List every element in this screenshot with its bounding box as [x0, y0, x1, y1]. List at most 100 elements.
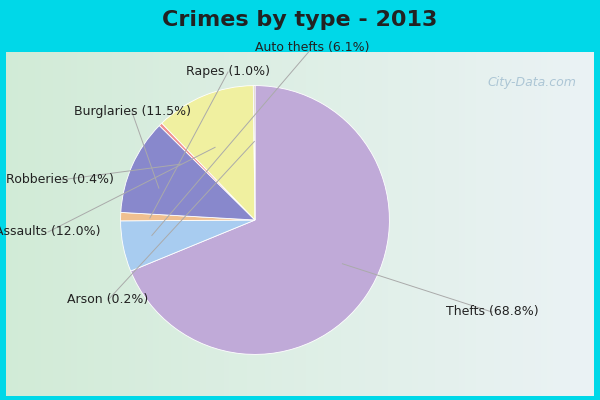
Text: Robberies (0.4%): Robberies (0.4%) [6, 174, 114, 186]
Bar [365, 52, 371, 396]
Bar [265, 52, 271, 396]
Bar [323, 52, 329, 396]
Bar [47, 52, 53, 396]
Bar [277, 52, 283, 396]
Bar [23, 52, 29, 396]
Bar [453, 52, 459, 396]
Wedge shape [253, 86, 255, 220]
Bar [441, 52, 447, 396]
Text: Rapes (1.0%): Rapes (1.0%) [186, 66, 270, 78]
Bar [447, 52, 453, 396]
Bar [130, 52, 136, 396]
Bar [65, 52, 71, 396]
Bar [82, 52, 88, 396]
Bar [159, 52, 165, 396]
Bar [571, 52, 577, 396]
Bar [247, 52, 253, 396]
Bar [535, 52, 541, 396]
Bar [347, 52, 353, 396]
Text: Auto thefts (6.1%): Auto thefts (6.1%) [255, 42, 369, 54]
Bar [170, 52, 176, 396]
Bar [329, 52, 335, 396]
Wedge shape [160, 123, 255, 220]
Bar [288, 52, 294, 396]
Bar [218, 52, 224, 396]
Wedge shape [162, 86, 255, 220]
Bar [435, 52, 441, 396]
Bar [577, 52, 582, 396]
Wedge shape [131, 86, 389, 354]
Text: Arson (0.2%): Arson (0.2%) [67, 294, 149, 306]
Bar [283, 52, 288, 396]
Bar [353, 52, 359, 396]
Bar [482, 52, 488, 396]
Bar [312, 52, 317, 396]
Text: City-Data.com: City-Data.com [487, 76, 577, 89]
Bar [464, 52, 470, 396]
Bar [382, 52, 388, 396]
Bar [394, 52, 400, 396]
Wedge shape [121, 220, 255, 271]
Bar [29, 52, 35, 396]
Bar [253, 52, 259, 396]
Bar [259, 52, 265, 396]
Wedge shape [121, 212, 255, 221]
Bar [118, 52, 124, 396]
Bar [506, 52, 512, 396]
Bar [71, 52, 77, 396]
Bar [182, 52, 188, 396]
Bar [500, 52, 506, 396]
Bar [341, 52, 347, 396]
Bar [388, 52, 394, 396]
Bar [35, 52, 41, 396]
Text: Burglaries (11.5%): Burglaries (11.5%) [74, 106, 191, 118]
Bar [153, 52, 159, 396]
Bar [553, 52, 559, 396]
Bar [124, 52, 130, 396]
Bar [424, 52, 430, 396]
Bar [547, 52, 553, 396]
Bar [241, 52, 247, 396]
Bar [100, 52, 106, 396]
Bar [206, 52, 212, 396]
Bar [518, 52, 523, 396]
Bar [53, 52, 59, 396]
Bar [529, 52, 535, 396]
Bar [306, 52, 312, 396]
Bar [176, 52, 182, 396]
Bar [523, 52, 529, 396]
Bar [376, 52, 382, 396]
Bar [559, 52, 565, 396]
Bar [400, 52, 406, 396]
Bar [565, 52, 571, 396]
Bar [188, 52, 194, 396]
Bar [412, 52, 418, 396]
Bar [488, 52, 494, 396]
Bar [582, 52, 588, 396]
Bar [136, 52, 141, 396]
Bar [88, 52, 94, 396]
Bar [212, 52, 218, 396]
Bar [194, 52, 200, 396]
Bar [418, 52, 424, 396]
Bar [512, 52, 518, 396]
Bar [294, 52, 300, 396]
Bar [229, 52, 235, 396]
Bar [494, 52, 500, 396]
Bar [77, 52, 82, 396]
Bar [430, 52, 435, 396]
Bar [59, 52, 65, 396]
Wedge shape [121, 126, 255, 220]
Bar [12, 52, 18, 396]
Text: Crimes by type - 2013: Crimes by type - 2013 [163, 10, 437, 30]
Bar [271, 52, 277, 396]
Bar [41, 52, 47, 396]
Bar [470, 52, 476, 396]
Bar [106, 52, 112, 396]
Bar [165, 52, 170, 396]
Text: Assaults (12.0%): Assaults (12.0%) [0, 226, 101, 238]
Bar [147, 52, 153, 396]
Bar [300, 52, 306, 396]
Bar [235, 52, 241, 396]
Bar [335, 52, 341, 396]
